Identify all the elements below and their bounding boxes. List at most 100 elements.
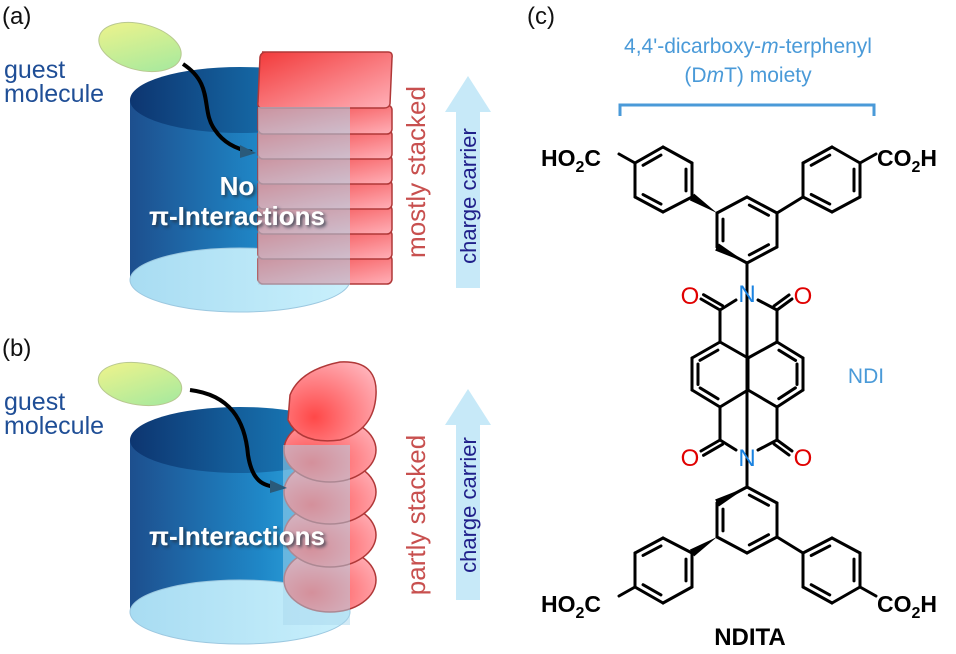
atom-nitrogen-top: N xyxy=(738,281,755,308)
imide-bond xyxy=(718,298,738,312)
central-ring-bond xyxy=(745,535,779,555)
ndi-core-bond xyxy=(775,388,805,409)
carboxyl-bond xyxy=(858,152,878,165)
guest-molecule-shape xyxy=(98,21,182,73)
ndi-label: NDI xyxy=(848,365,884,388)
partly-stacked-label: partly stacked xyxy=(401,435,431,595)
carbonyl-bond xyxy=(772,293,791,308)
central-ring-bond xyxy=(745,195,779,215)
carboxyl-bond xyxy=(617,585,637,598)
phenyl-ring-bond-double xyxy=(641,193,663,206)
phenyl-ring-bond xyxy=(830,585,862,605)
phenyl-ring-bond-double xyxy=(641,544,663,557)
atom-nitrogen-bottom: N xyxy=(738,445,755,472)
charge-carrier-label-b: charge carrier xyxy=(456,437,481,573)
imide-bond xyxy=(756,438,779,452)
carbonyl-bond xyxy=(702,293,725,308)
imide-bond xyxy=(718,438,738,452)
phenyl-ring-bond xyxy=(633,145,665,165)
panel-b: (b) guest molecule π-Interactions partly… xyxy=(2,335,491,645)
central-ring-bond xyxy=(745,485,779,505)
phenyl-ring-bond xyxy=(661,585,694,605)
phenyl-ring-bond-double xyxy=(809,583,832,597)
wedge-bond xyxy=(689,193,717,213)
phenyl-ring-bond-double xyxy=(809,544,832,558)
charge-carrier-arrow-b xyxy=(445,389,491,600)
no-pi-interactions-line1: No xyxy=(220,171,255,201)
phenyl-ring-bond xyxy=(661,145,694,165)
carboxyl-group-top-left: HO2C xyxy=(541,145,601,176)
cylinder-front-overlay xyxy=(283,445,350,625)
wedge-bond xyxy=(715,487,747,507)
panel-a: (a) guest molecule No π-Interactions mos… xyxy=(2,3,491,313)
ndi-core-bond xyxy=(690,340,722,360)
stacked-plate-top xyxy=(257,51,393,109)
ndi-core-bond xyxy=(746,388,779,409)
ndi-core-double xyxy=(698,348,720,362)
carboxyl-bond xyxy=(617,152,637,165)
insertion-arrow xyxy=(189,388,281,489)
carbonyl-bond xyxy=(772,442,791,457)
charge-carrier-arrow-a xyxy=(445,76,491,288)
moiety-bracket xyxy=(618,103,876,116)
phenyl-ring-bond xyxy=(830,536,862,555)
guest-label-line1: guest xyxy=(4,388,65,416)
guest-label-line1: guest xyxy=(4,56,65,84)
panel-c: (c) 4,4'-dicarboxy-m-terphenyl (DmT) moi… xyxy=(527,3,937,651)
central-ring-bond-double xyxy=(747,493,771,507)
no-pi-interactions-line2: π-Interactions xyxy=(149,201,325,231)
carboxyl-bond xyxy=(858,585,878,598)
phenyl-ring-bond xyxy=(633,536,665,555)
atom-oxygen: O xyxy=(681,445,700,472)
carbonyl-bond xyxy=(702,442,725,457)
insertion-arrowhead xyxy=(270,480,287,493)
ndi-core-bond xyxy=(690,388,722,409)
imide-bond xyxy=(756,298,779,312)
moiety-label-line2: (DmT) moiety xyxy=(684,64,812,87)
central-ring-bond-double xyxy=(747,243,771,257)
phenyl-ring-bond-double xyxy=(641,153,663,167)
carbonyl-bond xyxy=(699,297,722,312)
ndi-core-double xyxy=(777,386,797,401)
ndi-core-bond xyxy=(746,340,779,360)
phenyl-ring-bond xyxy=(801,536,834,555)
carboxyl-group-bottom-left: HO2C xyxy=(541,591,601,622)
moiety-label-line1: 4,4'-dicarboxy-m-terphenyl xyxy=(624,35,872,58)
phenyl-ring-bond-double xyxy=(809,192,832,206)
central-ring-bond xyxy=(745,245,779,265)
ndita-structure-bonds xyxy=(617,145,878,605)
carbonyl-bond xyxy=(775,438,794,453)
phenyl-ring-bond xyxy=(801,195,834,214)
insertion-arrow xyxy=(181,62,253,154)
biaryl-bond xyxy=(775,535,805,555)
central-ring-bond-double xyxy=(747,533,771,547)
phenyl-ring-bond-double xyxy=(809,153,832,167)
guest-molecule-shape xyxy=(97,361,183,407)
phenyl-ring-bond-double xyxy=(641,583,663,597)
ndi-core-double xyxy=(777,348,798,362)
ndi-core-bond xyxy=(718,340,750,360)
charge-carrier-label-a: charge carrier xyxy=(456,128,481,264)
central-ring-bond-double xyxy=(747,203,771,217)
panel-label-c: (c) xyxy=(527,3,555,30)
phenyl-ring-bond xyxy=(801,585,834,605)
central-ring-bond xyxy=(715,535,749,555)
phenyl-ring-bond xyxy=(661,536,694,555)
biaryl-bond xyxy=(775,195,805,215)
carbonyl-bond xyxy=(699,438,722,453)
atom-oxygen: O xyxy=(794,445,813,472)
mostly-stacked-label: mostly stacked xyxy=(401,86,431,258)
panel-label-b: (b) xyxy=(2,335,31,362)
compound-name: NDITA xyxy=(714,624,786,651)
carboxyl-group-top-right: CO2H xyxy=(877,145,937,176)
wedge-bond xyxy=(689,537,717,557)
atom-oxygen: O xyxy=(681,283,700,310)
central-ring-bond xyxy=(715,195,749,215)
phenyl-ring-bond xyxy=(801,145,834,165)
phenyl-ring-bond xyxy=(830,145,862,165)
phenyl-ring-bond xyxy=(830,195,862,214)
stacked-blob-top xyxy=(287,361,377,442)
insertion-arrowhead xyxy=(240,145,256,158)
guest-label-line2: molecule xyxy=(4,412,104,440)
